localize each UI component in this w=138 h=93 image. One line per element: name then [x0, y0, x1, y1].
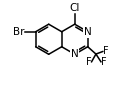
Text: Cl: Cl — [70, 3, 80, 13]
Text: F: F — [103, 46, 109, 56]
Text: Br: Br — [13, 27, 24, 37]
Text: F: F — [86, 57, 91, 67]
Text: N: N — [84, 27, 92, 37]
Text: N: N — [71, 49, 79, 59]
Text: F: F — [101, 57, 107, 67]
